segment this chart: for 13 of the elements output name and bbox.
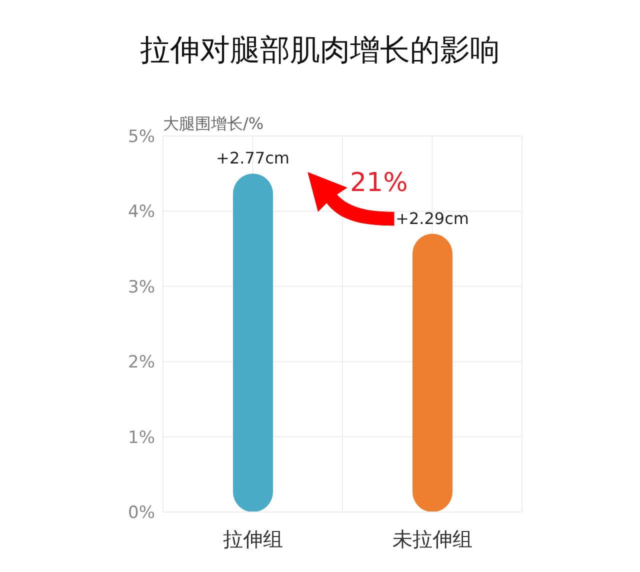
y-axis-title: 大腿围增长/% [163, 114, 264, 135]
y-tick-label: 0% [128, 503, 155, 524]
y-tick-label: 3% [128, 277, 155, 298]
y-tick-label: 4% [128, 202, 155, 222]
annotation: 21% [350, 168, 408, 198]
y-tick-label: 5% [128, 127, 155, 148]
y-tick-label: 2% [128, 352, 155, 373]
x-tick-label: 拉伸组 [222, 527, 283, 552]
annotation: +2.29cm [396, 208, 469, 228]
x-tick-label: 未拉伸组 [392, 527, 472, 552]
y-tick-label: 1% [128, 428, 155, 448]
annotation: +2.77cm [216, 148, 290, 168]
chart-title: 拉伸对腿部肌肉增长的影响 [139, 32, 501, 70]
